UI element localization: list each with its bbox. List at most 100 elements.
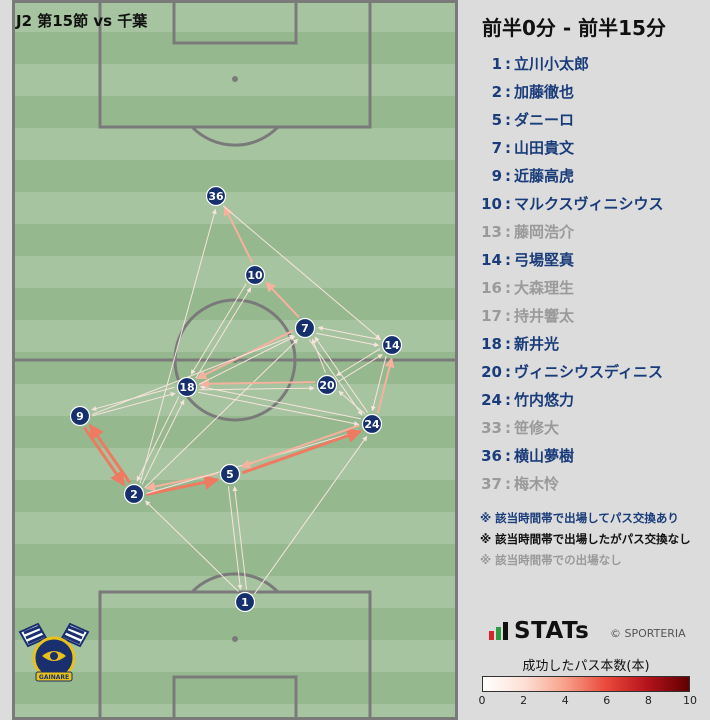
player-list-item: 5: ダニーロ — [480, 106, 664, 134]
player-node-1[interactable]: 1 — [234, 591, 256, 613]
scale-tick: 0 — [478, 694, 486, 707]
legend-note-3: ※ 該当時間帯での出場なし — [480, 553, 622, 567]
pass-line-1-to-2 — [145, 500, 239, 592]
pass-line-36-to-14 — [222, 205, 381, 340]
player-name: 新井光 — [514, 335, 560, 353]
player-list-item: 2: 加藤徹也 — [480, 78, 664, 106]
pass-line-1-to-24 — [254, 435, 368, 595]
pass-line-2-to-7 — [144, 338, 299, 489]
pass-line-7-to-14 — [316, 332, 380, 348]
player-number: 17 — [481, 307, 502, 325]
player-list-item: 1: 立川小太郎 — [480, 50, 664, 78]
player-list-item: 18: 新井光 — [480, 330, 664, 358]
color-scale-bar — [482, 676, 690, 692]
period-label: 前半0分 - 前半15分 — [482, 16, 666, 40]
player-name: 加藤徹也 — [514, 83, 575, 101]
player-name: ダニーロ — [514, 111, 575, 129]
player-node-number: 20 — [319, 379, 335, 392]
separator: : — [505, 139, 511, 157]
pass-line-20-to-18 — [198, 378, 315, 389]
pass-line-24-to-20 — [338, 390, 366, 415]
player-node-2[interactable]: 2 — [123, 483, 145, 505]
pitch-pass-map: 36 10 7 14 18 20 9 24 5 2 1 — [12, 0, 458, 720]
pass-line-10-to-36 — [223, 205, 254, 264]
pass-line-18-to-2 — [136, 396, 180, 482]
player-list-item: 7: 山田貴文 — [480, 134, 664, 162]
player-node-number: 2 — [130, 488, 138, 501]
legend-note-1: ※ 該当時間帯で出場してパス交換あり — [480, 511, 679, 525]
player-number: 18 — [481, 335, 502, 353]
player-name: マルクスヴィニシウス — [514, 195, 664, 213]
separator: : — [505, 391, 511, 409]
player-number: 33 — [481, 419, 502, 437]
player-number: 36 — [481, 447, 502, 465]
pass-line-7-to-10 — [265, 281, 300, 318]
pass-line-20-to-7 — [311, 338, 326, 373]
player-list-item: 33: 笹修大 — [480, 414, 664, 442]
player-list-item: 17: 持井響太 — [480, 302, 664, 330]
player-node-5[interactable]: 5 — [219, 463, 241, 485]
separator: : — [505, 335, 511, 353]
player-node-7[interactable]: 7 — [294, 317, 316, 339]
player-number: 9 — [491, 167, 502, 185]
pass-line-24-to-14 — [376, 357, 395, 414]
separator: : — [505, 111, 511, 129]
player-number: 2 — [491, 83, 502, 101]
player-list-item: 24: 竹内悠力 — [480, 386, 664, 414]
player-node-24[interactable]: 24 — [361, 413, 383, 435]
player-number: 1 — [491, 55, 502, 73]
pass-line-9-to-2 — [83, 426, 126, 487]
separator: : — [505, 419, 511, 437]
player-name: 持井響太 — [514, 307, 575, 325]
pass-line-24-to-18 — [199, 385, 361, 420]
copyright-text: © SPORTERIA — [610, 627, 686, 640]
player-name: 近藤高虎 — [514, 167, 575, 185]
player-name: 竹内悠力 — [514, 391, 575, 409]
player-name: 藤岡浩介 — [514, 223, 575, 241]
pass-line-20-to-14 — [338, 353, 383, 382]
player-node-number: 7 — [301, 322, 309, 335]
player-node-36[interactable]: 36 — [205, 185, 227, 207]
separator: : — [505, 475, 511, 493]
crest-lettering: GAINARE — [39, 674, 69, 681]
pass-line-9-to-18 — [92, 392, 176, 417]
player-number: 14 — [481, 251, 502, 269]
player-node-10[interactable]: 10 — [244, 264, 266, 286]
pass-line-2-to-36 — [139, 208, 217, 484]
pass-line-1-to-5 — [232, 486, 248, 590]
pass-line-18-to-24 — [198, 391, 360, 426]
player-node-number: 18 — [179, 381, 194, 394]
stats-wordmark: STATs — [514, 618, 590, 644]
separator: : — [505, 55, 511, 73]
player-node-18[interactable]: 18 — [176, 376, 198, 398]
pass-line-18-to-20 — [199, 385, 315, 391]
player-number: 37 — [481, 475, 502, 493]
player-name: 山田貴文 — [514, 139, 575, 157]
player-number: 24 — [481, 391, 502, 409]
player-number: 7 — [491, 139, 502, 157]
player-node-number: 10 — [247, 269, 263, 282]
scale-tick: 6 — [603, 694, 611, 707]
player-name: 立川小太郎 — [514, 55, 590, 73]
stats-logo: STATs — [488, 618, 589, 644]
pass-line-24-to-5 — [240, 424, 361, 469]
separator: : — [505, 251, 511, 269]
scale-tick: 8 — [644, 694, 652, 707]
player-node-20[interactable]: 20 — [316, 374, 338, 396]
separator: : — [505, 83, 511, 101]
legend-note-2: ※ 該当時間帯で出場したがパス交換なし — [480, 532, 691, 546]
player-name: 大森理生 — [514, 279, 575, 297]
player-node-number: 24 — [364, 418, 380, 431]
player-list-item: 10: マルクスヴィニシウス — [480, 190, 664, 218]
player-node-9[interactable]: 9 — [69, 405, 91, 427]
pass-line-5-to-24 — [241, 428, 363, 475]
player-number: 13 — [481, 223, 502, 241]
player-number: 5 — [491, 111, 502, 129]
separator: : — [505, 167, 511, 185]
player-node-number: 9 — [76, 410, 84, 423]
stats-bar-icon — [489, 622, 508, 640]
pass-line-18-to-10 — [195, 287, 252, 379]
player-node-14[interactable]: 14 — [381, 334, 403, 356]
player-list-item: 37: 梅木怜 — [480, 470, 664, 498]
club-crest: GAINARE — [18, 622, 90, 682]
